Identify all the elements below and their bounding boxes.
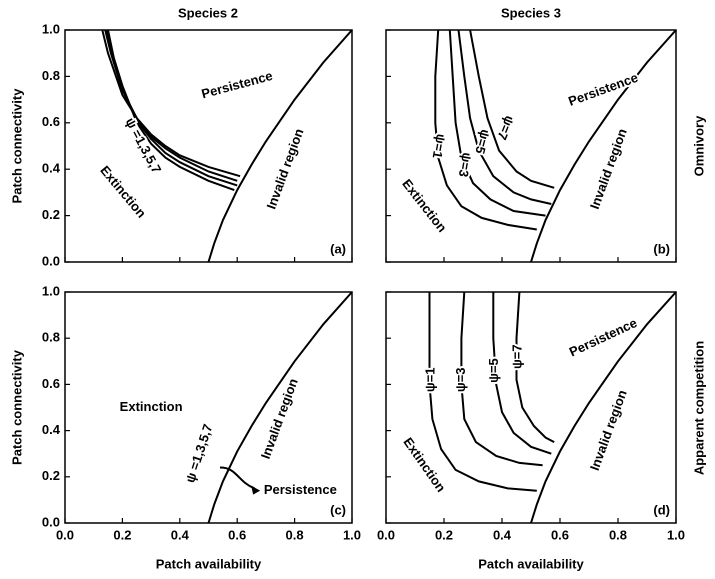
curve-label: ψ=3: [456, 151, 475, 178]
y-tick-label: 0.2: [42, 207, 60, 222]
x-tick-label: 0.2: [435, 527, 453, 542]
panel-label: (c): [330, 502, 346, 517]
row-title: Apparent competition: [691, 341, 706, 475]
curve: [515, 291, 555, 443]
x-tick-label: 0.4: [171, 527, 190, 542]
arrow-head: [251, 485, 261, 495]
y-tick-label: 0.0: [42, 514, 60, 529]
panel-label: (b): [653, 241, 670, 256]
curve: [107, 29, 235, 192]
arrow: [219, 466, 255, 490]
column-title: Species 2: [178, 5, 238, 20]
y-tick-label: 0.6: [42, 114, 60, 129]
y-tick-label: 0.8: [42, 68, 60, 83]
curve-label: ψ=1: [422, 367, 437, 392]
y-tick-label: 1.0: [42, 21, 60, 36]
curve-label: ψ=1: [430, 133, 449, 160]
annotation: Extinction: [400, 435, 448, 495]
curve: [207, 291, 353, 524]
y-tick-label: 0.4: [42, 161, 61, 176]
curve: [101, 29, 241, 178]
annotation: Invalid region: [587, 388, 630, 473]
y-axis-label: Patch connectivity: [9, 349, 24, 465]
curve: [469, 29, 555, 189]
curve-label: ψ=7: [509, 344, 524, 369]
x-tick-label: 0.2: [113, 527, 131, 542]
panel-label: (a): [330, 241, 346, 256]
annotation: Extinction: [399, 176, 450, 235]
curve: [460, 291, 543, 467]
curve-label: ψ=3: [453, 367, 468, 392]
curve-label: ψ=5: [472, 128, 493, 156]
x-tick-label: 0.6: [228, 527, 246, 542]
annotation: Invalid region: [263, 127, 306, 212]
curve: [492, 292, 552, 455]
y-tick-label: 1.0: [42, 283, 60, 298]
curve: [457, 29, 552, 205]
curve: [104, 29, 238, 182]
curve-label: ψ=7: [494, 114, 517, 142]
annotation: Invalid region: [258, 376, 301, 461]
curve: [428, 292, 537, 492]
plot-frame: [64, 29, 353, 263]
y-tick-label: 0.6: [42, 376, 60, 391]
y-tick-label: 0.2: [42, 468, 60, 483]
curve: [434, 29, 537, 231]
y-axis-label: Patch connectivity: [9, 88, 24, 204]
x-tick-label: 0.4: [493, 527, 512, 542]
annotation: Extinction: [120, 399, 183, 414]
y-tick-label: 0.4: [42, 422, 61, 437]
x-tick-label: 0.0: [377, 527, 395, 542]
x-tick-label: 0.0: [56, 527, 74, 542]
x-tick-label: 0.8: [609, 527, 627, 542]
x-axis-label: Patch availability: [156, 556, 262, 571]
x-tick-label: 0.6: [551, 527, 569, 542]
curve-label: ψ=5: [486, 358, 501, 383]
annotation: Persistence: [200, 68, 274, 101]
annotation: Persistence: [567, 315, 639, 359]
x-axis-label: Patch availability: [478, 556, 584, 571]
row-title: Omnivory: [691, 115, 706, 176]
column-title: Species 3: [501, 5, 561, 20]
x-tick-label: 1.0: [667, 527, 685, 542]
annotation: Persistence: [264, 482, 337, 497]
annotation: Extinction: [97, 163, 149, 221]
annotation: Invalid region: [587, 127, 630, 212]
curve: [448, 29, 546, 217]
y-tick-label: 0.0: [42, 253, 60, 268]
curve: [530, 291, 677, 524]
x-tick-label: 1.0: [343, 527, 361, 542]
annotation: ψ =1,3,5,7: [182, 422, 215, 484]
panel-label: (d): [653, 502, 670, 517]
annotation: Persistence: [566, 70, 640, 109]
y-tick-label: 0.8: [42, 330, 60, 345]
plot-frame: [385, 29, 677, 263]
x-tick-label: 0.8: [286, 527, 304, 542]
curve: [530, 29, 677, 263]
curve: [207, 29, 353, 263]
